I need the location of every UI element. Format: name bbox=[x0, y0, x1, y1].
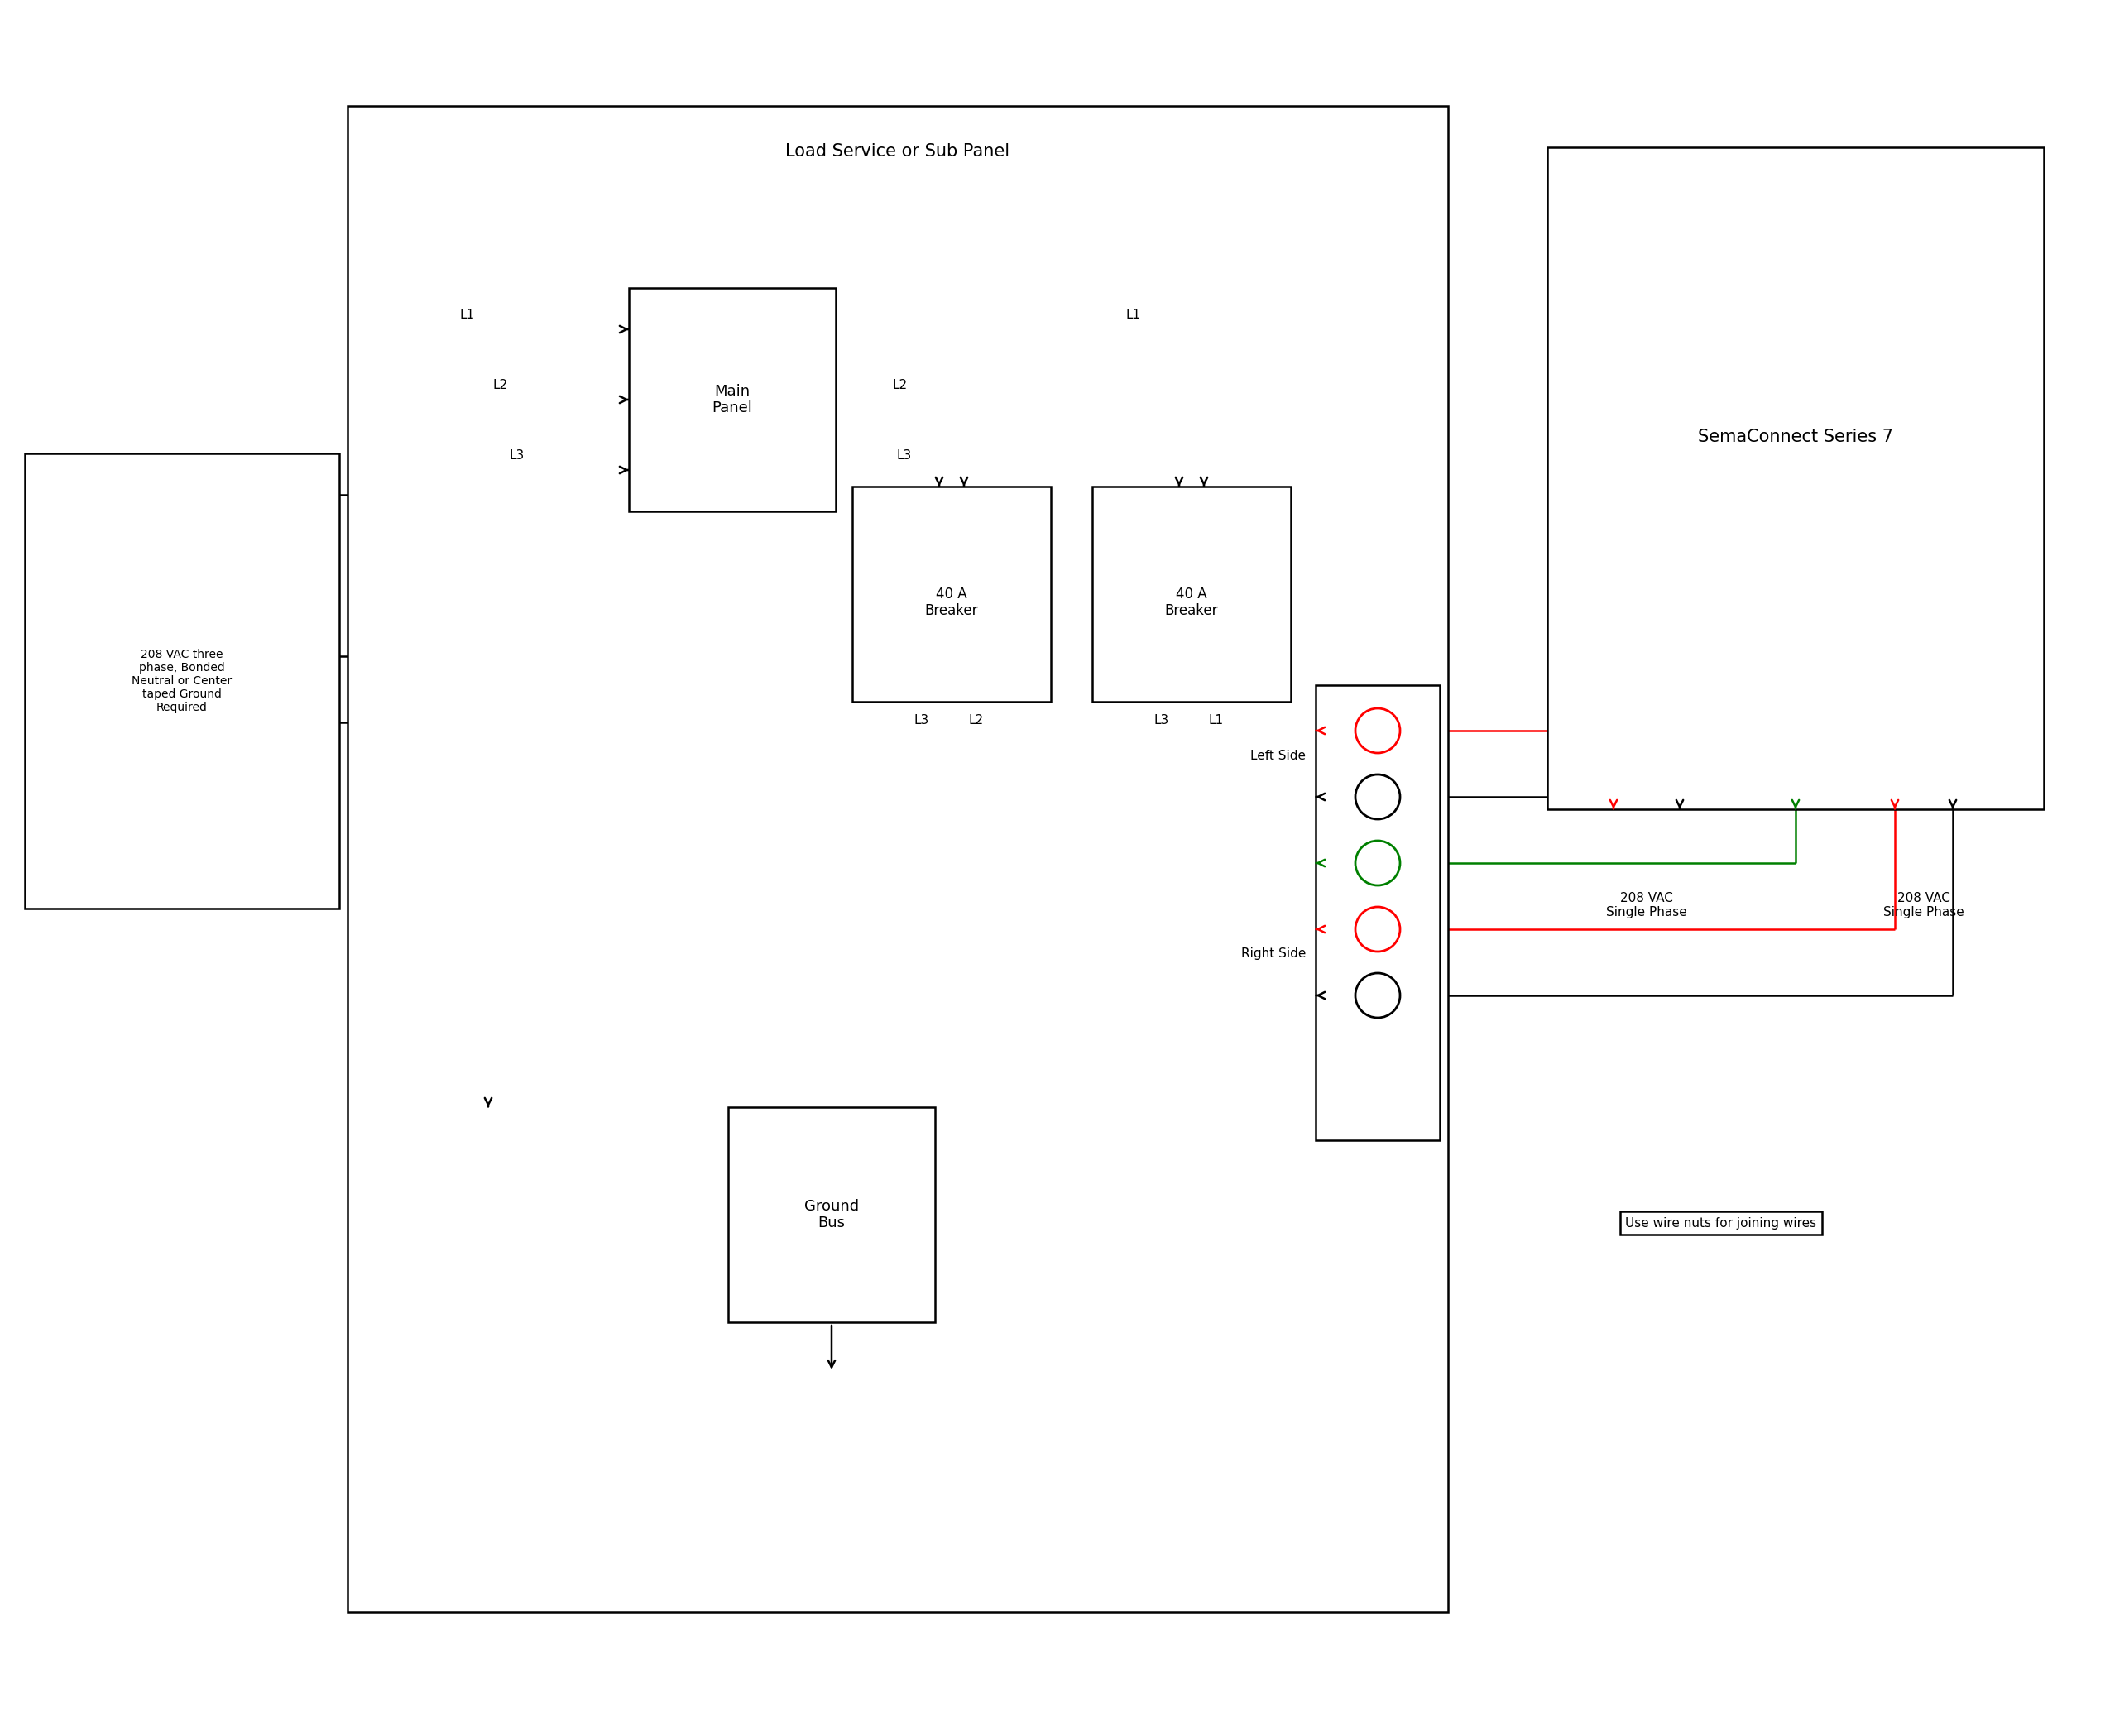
Text: 40 A
Breaker: 40 A Breaker bbox=[924, 587, 979, 618]
Text: Load Service or Sub Panel: Load Service or Sub Panel bbox=[785, 142, 1011, 160]
Bar bbox=[1547, 148, 2045, 809]
Text: L3: L3 bbox=[897, 450, 912, 462]
Text: Use wire nuts for joining wires: Use wire nuts for joining wires bbox=[1625, 1217, 1817, 1229]
Text: Left Side: Left Side bbox=[1251, 750, 1306, 762]
Text: L3: L3 bbox=[511, 450, 525, 462]
Text: Main
Panel: Main Panel bbox=[711, 384, 753, 415]
Bar bbox=[852, 486, 1051, 701]
Text: L1: L1 bbox=[460, 309, 475, 321]
Text: L1: L1 bbox=[1209, 713, 1224, 726]
Bar bbox=[25, 453, 340, 908]
Text: L2: L2 bbox=[968, 713, 983, 726]
Bar bbox=[629, 288, 836, 512]
Text: L2: L2 bbox=[893, 378, 907, 391]
Text: L1: L1 bbox=[1127, 309, 1142, 321]
Text: L3: L3 bbox=[1154, 713, 1169, 726]
Bar bbox=[1317, 686, 1439, 1141]
Bar bbox=[728, 1108, 935, 1323]
Bar bbox=[348, 106, 1447, 1613]
Text: L3: L3 bbox=[914, 713, 928, 726]
Text: 208 VAC
Single Phase: 208 VAC Single Phase bbox=[1884, 892, 1964, 918]
Text: 208 VAC
Single Phase: 208 VAC Single Phase bbox=[1606, 892, 1688, 918]
Text: 208 VAC three
phase, Bonded
Neutral or Center
taped Ground
Required: 208 VAC three phase, Bonded Neutral or C… bbox=[133, 648, 232, 713]
Text: Ground
Bus: Ground Bus bbox=[804, 1198, 859, 1231]
Text: SemaConnect Series 7: SemaConnect Series 7 bbox=[1699, 429, 1893, 444]
Text: 40 A
Breaker: 40 A Breaker bbox=[1165, 587, 1217, 618]
Bar bbox=[1093, 486, 1291, 701]
Text: L2: L2 bbox=[494, 378, 509, 391]
Text: Right Side: Right Side bbox=[1241, 948, 1306, 960]
